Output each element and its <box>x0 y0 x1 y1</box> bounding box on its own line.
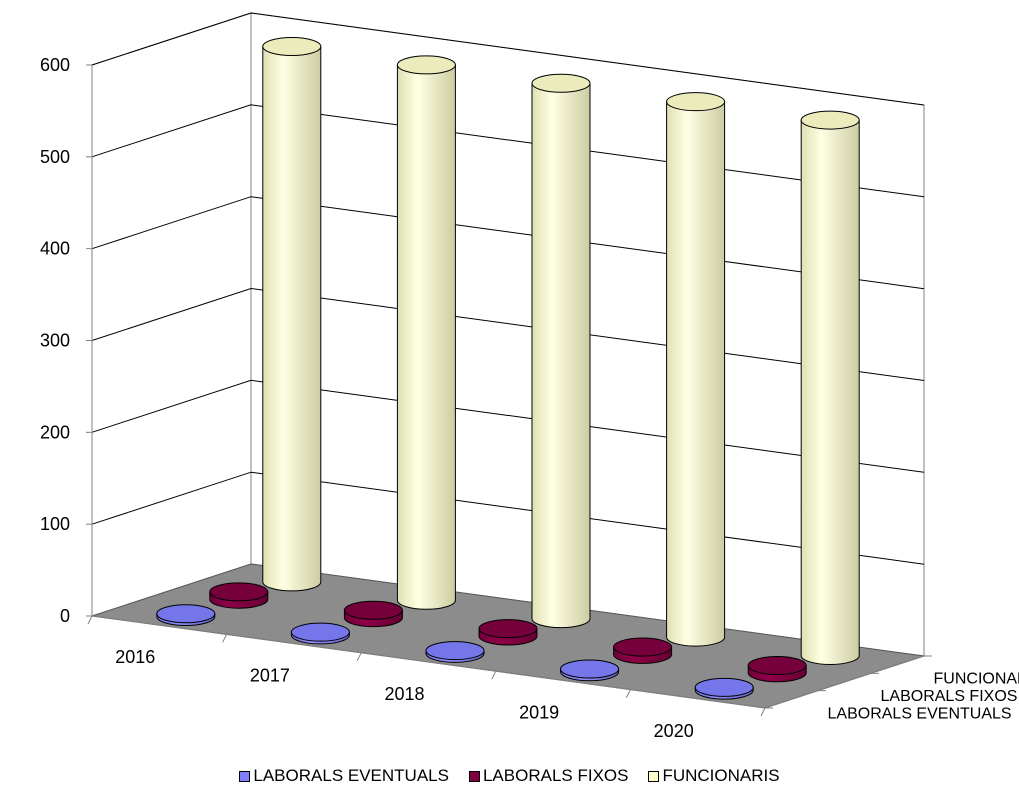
cylinder-body <box>531 82 591 629</box>
cylinder-top <box>800 110 860 130</box>
legend: LABORALS EVENTUALS LABORALS FIXOS FUNCIONA… <box>0 766 1019 787</box>
cylinder-top <box>425 641 485 661</box>
depth-axis-line <box>764 655 925 709</box>
cylinder-top <box>262 36 322 56</box>
axes <box>86 64 932 717</box>
cylinder-top <box>560 659 620 679</box>
x-tick-label: 2020 <box>654 721 694 741</box>
x-tick <box>87 615 93 625</box>
x-tick <box>356 652 362 662</box>
legend-swatch <box>648 770 660 782</box>
cylinder-top <box>156 604 216 624</box>
cylinder-top <box>666 92 726 112</box>
x-tick-label: 2016 <box>115 647 155 667</box>
axis-labels: 0 100 200 300 400 500 600 2016 2017 2018 2019 2020 L… <box>40 55 1019 741</box>
legend-item: FUNCIONARIS <box>648 766 780 786</box>
legend-swatch <box>239 770 251 782</box>
cylinder-top <box>531 73 591 93</box>
cylinder-bar <box>531 73 591 629</box>
cylinder-bar <box>800 110 860 665</box>
cylinder-top <box>694 677 754 697</box>
y-tick-label: 500 <box>40 147 70 167</box>
x-tick <box>222 634 228 643</box>
legend-label: FUNCIONARIS <box>662 766 780 785</box>
legend-label: LABORALS FIXOS <box>482 766 629 785</box>
x-tick-label: 2017 <box>250 666 290 686</box>
depth-label: FUNCIONARIS <box>934 671 1019 688</box>
cylinder-bar <box>396 55 456 610</box>
cylinder-bar <box>478 619 538 646</box>
cylinder-bar <box>747 655 807 683</box>
cylinder-bar <box>262 36 322 592</box>
y-tick-label: 0 <box>60 606 70 626</box>
cylinder-top <box>478 619 538 639</box>
y-tick-label: 100 <box>40 514 70 534</box>
gridline <box>91 12 925 106</box>
cylinder-body <box>666 101 726 647</box>
depth-label: LABORALS FIXOS <box>881 688 1018 705</box>
cylinder-top <box>209 582 269 602</box>
y-tick-label: 600 <box>40 55 70 75</box>
cylinder-top <box>747 655 807 675</box>
x-tick <box>760 707 766 717</box>
y-tick-label: 200 <box>40 422 70 442</box>
chart-marks <box>156 36 860 700</box>
cylinder-bar <box>343 600 403 628</box>
legend-item: LABORALS FIXOS <box>468 766 629 786</box>
cylinder-bar <box>560 659 620 682</box>
cylinder-bar <box>694 677 754 700</box>
cylinder-bar <box>156 604 216 627</box>
cylinder-bar <box>425 641 485 663</box>
y-tick-label: 300 <box>40 331 70 351</box>
x-tick-label: 2019 <box>519 702 559 722</box>
cylinder-top <box>613 637 673 657</box>
depth-label: LABORALS EVENTUALS <box>828 705 1012 722</box>
cylinder-body <box>800 119 860 665</box>
cylinder-body <box>396 64 456 610</box>
cylinder-bar <box>613 637 673 664</box>
legend-swatch <box>468 770 480 782</box>
cylinder-bar <box>666 92 726 647</box>
chart-walls <box>91 12 925 657</box>
cylinder-top <box>290 622 350 642</box>
cylinder-top <box>343 600 403 620</box>
legend-item: LABORALS EVENTUALS <box>239 766 449 786</box>
x-tick <box>491 670 497 680</box>
legend-label: LABORALS EVENTUALS <box>253 766 449 785</box>
cylinder-bar <box>290 622 350 645</box>
x-tick <box>625 689 631 698</box>
x-tick-label: 2018 <box>384 684 424 704</box>
x-axis-line <box>91 615 766 709</box>
y-tick-label: 400 <box>40 239 70 259</box>
cylinder-body <box>262 45 322 592</box>
cylinder-top <box>396 55 456 75</box>
cylinder-bar <box>209 582 269 609</box>
